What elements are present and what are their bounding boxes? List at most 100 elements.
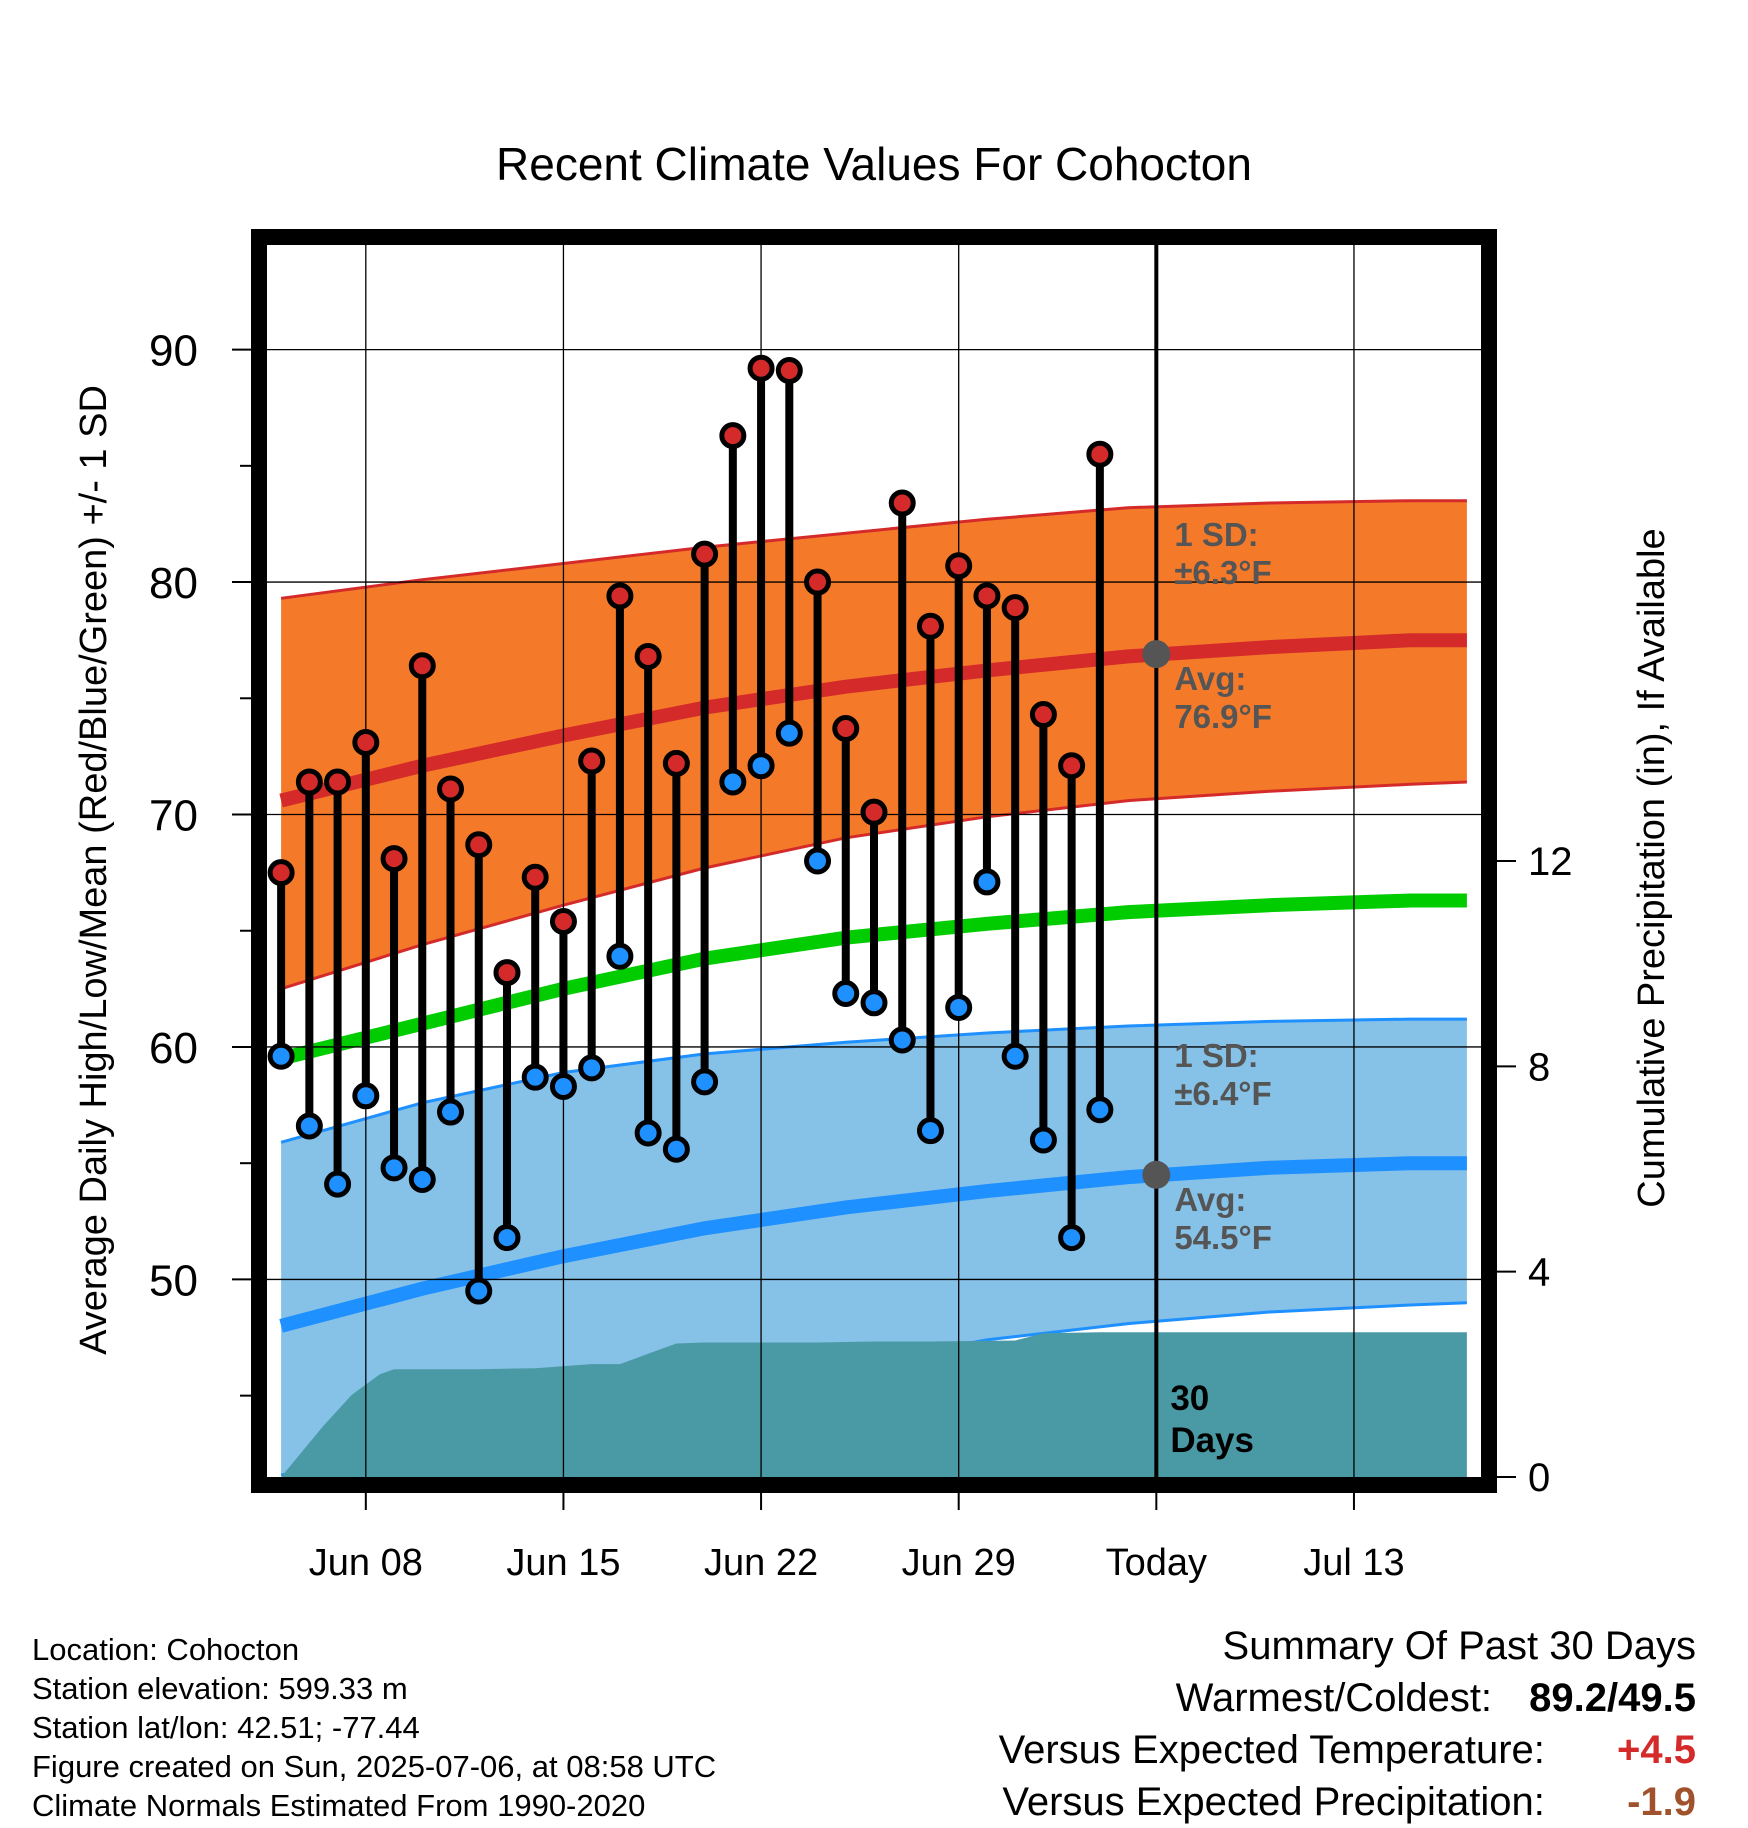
day-group xyxy=(324,768,352,1198)
elevation-text: Station elevation: 599.33 m xyxy=(32,1671,408,1706)
daily-low-point xyxy=(691,1068,719,1096)
normal-marker xyxy=(1142,1160,1171,1189)
daily-high-point xyxy=(380,845,408,873)
daily-low-point xyxy=(606,942,634,970)
daily-high-point xyxy=(549,907,577,935)
x-tick-label: Jun 22 xyxy=(704,1542,818,1584)
daily-high-point xyxy=(945,552,973,580)
daily-low-point xyxy=(916,1117,944,1145)
day-group xyxy=(691,540,719,1096)
daily-high-point xyxy=(606,582,634,610)
daily-high-point xyxy=(1029,701,1057,729)
right-tick-label: 4 xyxy=(1528,1251,1550,1295)
temp-label: Versus Expected Temperature: xyxy=(998,1728,1545,1772)
high-sd-band xyxy=(281,500,1467,989)
x-tick-label: Jun 08 xyxy=(309,1542,423,1584)
daily-low-point xyxy=(832,979,860,1007)
left-tick-label: 80 xyxy=(149,559,198,608)
day-group xyxy=(1001,594,1029,1070)
window-label-unit: Days xyxy=(1170,1421,1254,1460)
summary-panel: Summary Of Past 30 Days Warmest/Coldest:… xyxy=(999,1620,1696,1828)
left-tick-label: 90 xyxy=(149,327,198,376)
daily-low-point xyxy=(804,847,832,875)
high-minus-sd-line xyxy=(280,780,1467,991)
x-tick-label: Today xyxy=(1106,1542,1207,1584)
daily-high-point xyxy=(973,582,1001,610)
high-plus-sd-line xyxy=(280,499,1467,600)
mean-normal-line xyxy=(279,893,1467,1066)
day-group xyxy=(380,845,408,1182)
daily-high-point xyxy=(437,775,465,803)
daily-high-point xyxy=(804,568,832,596)
x-tick-label: Jun 15 xyxy=(506,1542,620,1584)
daily-low-point xyxy=(578,1054,606,1082)
day-group xyxy=(634,642,662,1147)
daily-low-point xyxy=(775,719,803,747)
daily-high-point xyxy=(832,715,860,743)
right-tick-label: 0 xyxy=(1528,1456,1550,1500)
day-group xyxy=(1058,752,1086,1252)
day-group xyxy=(521,863,549,1091)
summary-precip-row: Versus Expected Precipitation: -1.9 xyxy=(999,1776,1696,1828)
daily-low-point xyxy=(973,868,1001,896)
right-tick-label: 12 xyxy=(1528,840,1573,884)
daily-low-point xyxy=(888,1026,916,1054)
day-group xyxy=(493,959,521,1252)
summary-warm-cold-row: Warmest/Coldest: 89.2/49.5 xyxy=(999,1672,1696,1724)
daily-high-point xyxy=(352,728,380,756)
left-tick-label: 50 xyxy=(149,1256,198,1305)
x-tick-label: Jun 29 xyxy=(902,1542,1016,1584)
daily-high-point xyxy=(578,747,606,775)
precip-area xyxy=(281,1332,1467,1477)
plot-frame xyxy=(251,229,1497,1493)
day-group xyxy=(1086,440,1114,1124)
day-group xyxy=(860,798,888,1017)
day-group xyxy=(662,749,690,1163)
daily-high-point xyxy=(916,612,944,640)
daily-high-point xyxy=(747,354,775,382)
daily-high-point xyxy=(408,652,436,680)
climate-chart: Recent Climate Values For Cohocton Avg: 7… xyxy=(73,138,1673,1600)
day-group xyxy=(549,907,577,1100)
location-text: Location: Cohocton xyxy=(32,1632,300,1667)
day-group xyxy=(888,489,916,1054)
day-group xyxy=(973,582,1001,896)
day-group xyxy=(719,422,747,796)
low-plus-sd-line xyxy=(280,1017,1467,1144)
chart-title: Recent Climate Values For Cohocton xyxy=(496,138,1252,190)
annotation-sd-label: 1 SD: xyxy=(1174,516,1258,553)
daily-high-point xyxy=(691,540,719,568)
daily-low-point xyxy=(1001,1042,1029,1070)
daily-high-point xyxy=(521,863,549,891)
daily-low-point xyxy=(945,993,973,1021)
daily-high-point xyxy=(1058,752,1086,780)
summary-heading: Summary Of Past 30 Days xyxy=(1222,1624,1696,1668)
daily-low-point xyxy=(408,1165,436,1193)
daily-low-point xyxy=(634,1119,662,1147)
high-normal-line xyxy=(279,633,1467,808)
daily-low-point xyxy=(1029,1126,1057,1154)
low-normal-line xyxy=(279,1156,1467,1333)
precip-label: Versus Expected Precipitation: xyxy=(1002,1780,1545,1824)
day-group xyxy=(832,715,860,1007)
day-group xyxy=(437,775,465,1126)
warm-cold-value: 89.2/49.5 xyxy=(1529,1676,1696,1720)
temp-anomaly-value: +4.5 xyxy=(1617,1728,1696,1772)
daily-low-point xyxy=(380,1154,408,1182)
annotation-avg-label: Avg: xyxy=(1174,1181,1246,1218)
latlon-text: Station lat/lon: 42.51; -77.44 xyxy=(32,1710,420,1745)
daily-low-point xyxy=(521,1063,549,1091)
day-group xyxy=(267,859,295,1070)
left-tick-label: 70 xyxy=(149,792,198,841)
daily-low-point xyxy=(719,768,747,796)
annotation-avg-value: 76.9°F xyxy=(1174,698,1272,735)
x-tick-label: Jul 13 xyxy=(1303,1542,1404,1584)
daily-high-point xyxy=(1001,594,1029,622)
daily-low-point xyxy=(662,1135,690,1163)
annotation-sd-value: ±6.4°F xyxy=(1174,1075,1271,1112)
annotation-sd-value: ±6.3°F xyxy=(1174,554,1271,591)
created-text: Figure created on Sun, 2025-07-06, at 08… xyxy=(32,1749,717,1784)
daily-low-point xyxy=(549,1072,577,1100)
low-sd-band xyxy=(281,1019,1467,1475)
annotation-sd-label: 1 SD: xyxy=(1174,1037,1258,1074)
